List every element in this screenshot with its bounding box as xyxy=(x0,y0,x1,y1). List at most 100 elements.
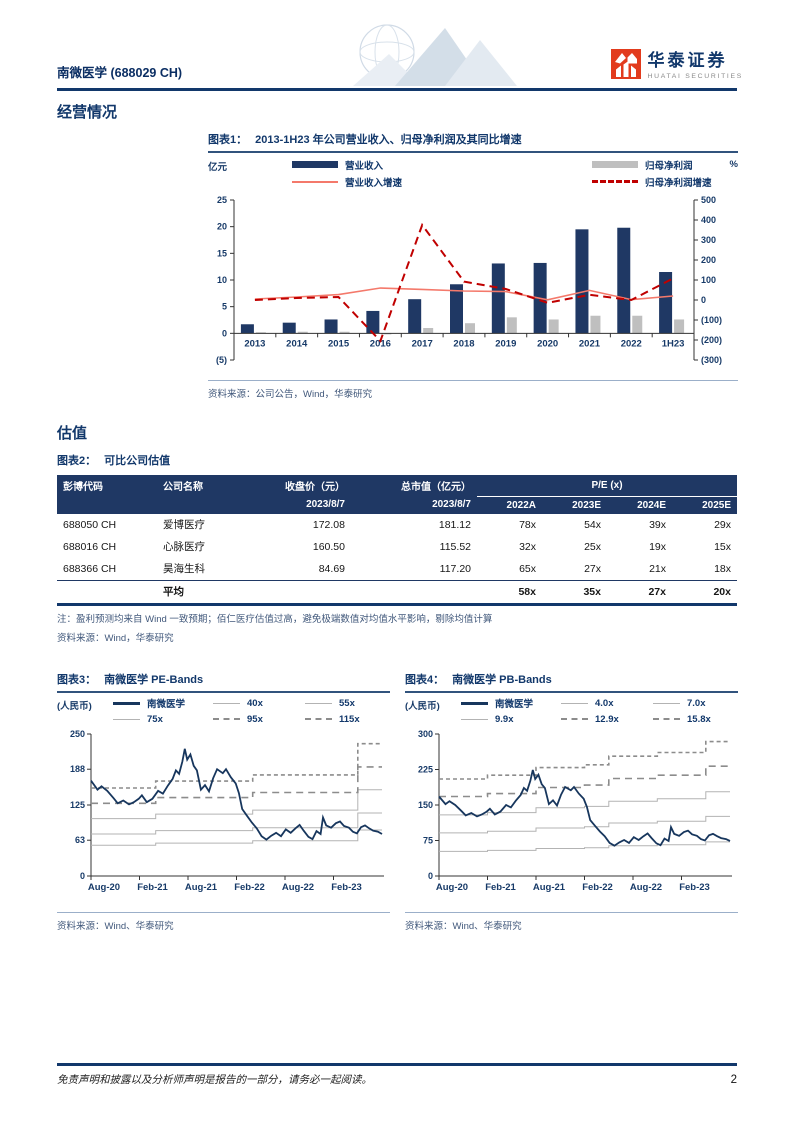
figure4-caption: 图表4： 南微医学 PB-Bands xyxy=(405,662,738,693)
svg-text:2013: 2013 xyxy=(244,338,265,349)
table-row: 688016 CH 心脉医疗 160.50 115.52 32x 25x 19x 15x xyxy=(57,536,737,558)
svg-text:300: 300 xyxy=(701,235,716,245)
table-cell: 20x xyxy=(672,579,737,604)
table-body: 688050 CH 爱博医疗 172.08 181.12 78x 54x 39x 29x 688… xyxy=(57,514,737,604)
table-header-cell xyxy=(57,496,157,514)
legend-swatch xyxy=(292,161,338,168)
legend-label: 115x xyxy=(339,713,360,725)
svg-text:Feb-22: Feb-22 xyxy=(582,882,613,893)
table-cell: 78x xyxy=(519,518,536,531)
figure4-source: 资料来源：Wind、华泰研究 xyxy=(405,920,522,932)
table-note: 注：盈利预测均来自 Wind 一致预期；佰仁医疗估值过高，避免极端数值对均值水平… xyxy=(57,613,493,625)
svg-text:5: 5 xyxy=(222,302,227,312)
table-header-cell: 2023E xyxy=(542,496,607,514)
figure2-caption-label: 图表2： xyxy=(57,455,97,467)
legend-item: 南微医学 xyxy=(113,697,213,710)
legend-label: 营业收入 xyxy=(345,160,384,172)
table-cell: 39x xyxy=(649,518,666,531)
svg-text:0: 0 xyxy=(222,328,227,338)
table-cell: 181.12 xyxy=(438,518,471,531)
figure1-caption-label: 图表1： xyxy=(208,134,248,146)
svg-text:20: 20 xyxy=(217,222,227,232)
svg-text:Feb-23: Feb-23 xyxy=(331,882,362,893)
table-cell: 21x xyxy=(649,562,666,575)
svg-text:2014: 2014 xyxy=(286,338,308,349)
svg-text:2021: 2021 xyxy=(579,338,601,349)
svg-text:Aug-20: Aug-20 xyxy=(436,882,468,893)
table-cell xyxy=(351,579,477,604)
legend-swatch xyxy=(213,718,240,720)
legend-label: 归母净利润增速 xyxy=(645,177,712,189)
band-charts-row: 图表3： 南微医学 PE-Bands (人民币) 南微医学 40x 55x 75x 95… xyxy=(57,662,738,932)
legend-item: 55x xyxy=(305,697,390,710)
figure3-caption-title: 南微医学 PE-Bands xyxy=(104,673,204,686)
table-cell: 32x xyxy=(519,540,536,553)
disclaimer-text: 免责声明和披露以及分析师声明是报告的一部分，请务必一起阅读。 xyxy=(57,1075,372,1086)
page-content: 经营情况 图表1： 2013-1H23 年公司营业收入、归母净利润及其同比增速 … xyxy=(0,101,793,932)
svg-text:2022: 2022 xyxy=(621,338,642,349)
legend-swatch xyxy=(113,701,140,705)
table-cell: 昊海生科 xyxy=(163,563,205,575)
table-cell: 平均 xyxy=(157,579,245,604)
svg-text:(100): (100) xyxy=(701,315,722,325)
legend-label: 7.0x xyxy=(687,697,706,709)
table-header-cell: 收盘价（元） xyxy=(245,475,351,496)
svg-text:0: 0 xyxy=(701,295,706,305)
svg-text:2016: 2016 xyxy=(370,338,391,349)
legend-swatch xyxy=(653,718,680,720)
figure3-block: 图表3： 南微医学 PE-Bands (人民币) 南微医学 40x 55x 75x 95… xyxy=(57,662,390,932)
legend-label: 95x xyxy=(247,713,263,725)
table-header-cell: 2024E xyxy=(607,496,672,514)
legend-item: 9.9x xyxy=(461,713,561,726)
svg-text:1H23: 1H23 xyxy=(662,338,685,349)
legend-label: 15.8x xyxy=(687,713,711,725)
figure4-legend: (人民币) 南微医学 4.0x 7.0x 9.9x 12.9x 15.8x xyxy=(405,697,738,728)
svg-text:Aug-20: Aug-20 xyxy=(88,882,120,893)
page-header: 南微医学 (688029 CH) 华泰证券 HUATAI SECURITIES xyxy=(0,0,793,84)
svg-text:2017: 2017 xyxy=(412,338,433,349)
legend-label: 40x xyxy=(247,697,263,709)
table-cell: 心脉医疗 xyxy=(163,541,205,553)
table-cell: 84.69 xyxy=(318,562,345,575)
figure4-caption-title: 南微医学 PB-Bands xyxy=(452,673,552,686)
legend-item: 15.8x xyxy=(653,713,738,726)
svg-text:Feb-21: Feb-21 xyxy=(137,882,168,893)
page-number: 2 xyxy=(730,1074,737,1086)
table-cell: 27x xyxy=(584,562,601,575)
table-header-cell: 公司名称 xyxy=(157,475,245,496)
svg-text:10: 10 xyxy=(217,275,227,285)
footer-divider xyxy=(57,1063,737,1066)
figure3-caption-label: 图表3： xyxy=(57,673,97,686)
table-cell: 688366 CH xyxy=(63,562,117,575)
huatai-logo: 华泰证券 HUATAI SECURITIES xyxy=(610,49,744,84)
svg-text:Feb-21: Feb-21 xyxy=(485,882,516,893)
table-cell: 65x xyxy=(519,562,536,575)
table-cell xyxy=(57,579,157,604)
company-title: 南微医学 (688029 CH) xyxy=(57,66,183,80)
table-source: 资料来源：Wind，华泰研究 xyxy=(57,632,174,644)
legend-swatch xyxy=(213,702,240,704)
table-cell: 18x xyxy=(714,562,731,575)
svg-text:75: 75 xyxy=(423,835,433,845)
legend-item: 12.9x xyxy=(561,713,653,726)
figure3-caption: 图表3： 南微医学 PE-Bands xyxy=(57,662,390,693)
legend-label: 12.9x xyxy=(595,713,619,725)
svg-text:15: 15 xyxy=(217,248,227,258)
table-row: 688366 CH 昊海生科 84.69 117.20 65x 27x 21x 18x xyxy=(57,558,737,581)
legend-label: 营业收入增速 xyxy=(345,177,403,189)
legend-item: 7.0x xyxy=(653,697,738,710)
table-cell: 160.50 xyxy=(312,540,345,553)
figure4-block: 图表4： 南微医学 PB-Bands (人民币) 南微医学 4.0x 7.0x 9.9… xyxy=(405,662,738,932)
table-cell: 35x xyxy=(542,579,607,604)
table-row: 平均 58x 35x 27x 20x xyxy=(57,579,737,604)
table-cell: 27x xyxy=(607,579,672,604)
svg-text:0: 0 xyxy=(428,871,433,881)
table-cell: 爱博医疗 xyxy=(163,519,205,531)
header-divider xyxy=(57,88,737,91)
table-cell: 688050 CH xyxy=(63,518,117,531)
svg-text:300: 300 xyxy=(418,729,433,739)
table-cell: 688016 CH xyxy=(63,540,117,553)
right-axis-unit: % xyxy=(729,159,738,170)
table-header-cell: 总市值（亿元） xyxy=(351,475,477,496)
